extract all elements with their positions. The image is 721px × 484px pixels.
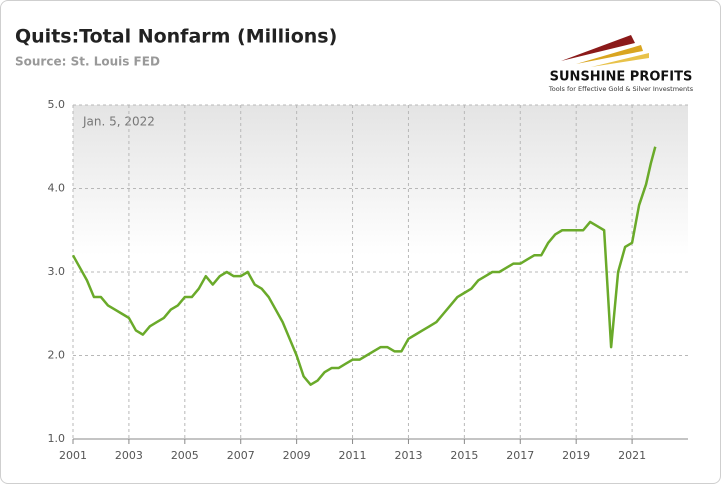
y-tick-label: 5.0 <box>48 98 66 111</box>
x-tick-label: 2017 <box>506 449 534 462</box>
x-tick-label: 2003 <box>115 449 143 462</box>
y-tick-label: 1.0 <box>48 432 66 445</box>
chart-subtitle: Source: St. Louis FED <box>15 55 160 69</box>
y-tick-label: 2.0 <box>48 349 66 362</box>
x-tick-label: 2015 <box>450 449 478 462</box>
x-tick-label: 2011 <box>339 449 367 462</box>
x-tick-label: 2009 <box>283 449 311 462</box>
x-tick-label: 2007 <box>227 449 255 462</box>
chart-title: Quits:Total Nonfarm (Millions) <box>15 26 337 48</box>
logo: SUNSHINE PROFITS Tools for Effective Gol… <box>548 35 694 93</box>
x-tick-label: 2019 <box>562 449 590 462</box>
x-tick-label: 2013 <box>394 449 422 462</box>
x-tick-label: 2005 <box>171 449 199 462</box>
brand-tagline: Tools for Effective Gold & Silver Invest… <box>548 85 694 93</box>
data-line <box>71 146 657 386</box>
x-tick-label: 2001 <box>59 449 87 462</box>
y-tick-label: 3.0 <box>48 265 66 278</box>
x-tick-label: 2021 <box>618 449 646 462</box>
y-tick-label: 4.0 <box>48 182 66 195</box>
brand-name: SUNSHINE PROFITS <box>550 70 693 85</box>
annotation: Jan. 5, 2022 <box>82 115 155 129</box>
